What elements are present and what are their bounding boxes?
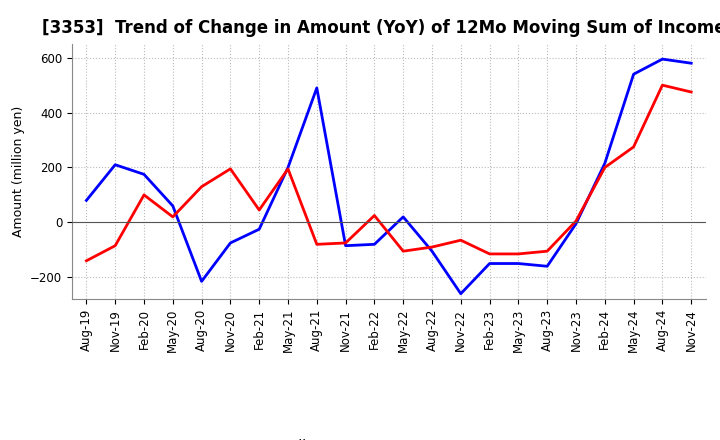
Line: Net Income: Net Income	[86, 85, 691, 261]
Ordinary Income	[140, 172, 148, 177]
Net Income	[82, 258, 91, 264]
Ordinary Income	[658, 56, 667, 62]
Net Income	[600, 165, 609, 170]
Ordinary Income	[572, 221, 580, 226]
Ordinary Income	[168, 203, 177, 209]
Net Income	[168, 214, 177, 220]
Ordinary Income	[312, 85, 321, 91]
Line: Ordinary Income: Ordinary Income	[86, 59, 691, 294]
Net Income	[543, 249, 552, 254]
Net Income	[428, 245, 436, 250]
Ordinary Income	[600, 161, 609, 166]
Net Income	[284, 166, 292, 172]
Ordinary Income	[687, 61, 696, 66]
Ordinary Income	[255, 227, 264, 232]
Ordinary Income	[629, 72, 638, 77]
Ordinary Income	[428, 249, 436, 254]
Net Income	[370, 213, 379, 218]
Net Income	[226, 166, 235, 172]
Net Income	[197, 184, 206, 189]
Net Income	[687, 89, 696, 95]
Ordinary Income	[197, 279, 206, 284]
Ordinary Income	[111, 162, 120, 167]
Ordinary Income	[341, 243, 350, 248]
Ordinary Income	[399, 214, 408, 220]
Net Income	[629, 144, 638, 150]
Y-axis label: Amount (million yen): Amount (million yen)	[12, 106, 24, 237]
Ordinary Income	[456, 291, 465, 297]
Net Income	[341, 240, 350, 246]
Net Income	[255, 207, 264, 213]
Ordinary Income	[370, 242, 379, 247]
Net Income	[111, 243, 120, 248]
Net Income	[312, 242, 321, 247]
Net Income	[456, 238, 465, 243]
Net Income	[399, 249, 408, 254]
Ordinary Income	[485, 261, 494, 266]
Ordinary Income	[514, 261, 523, 266]
Ordinary Income	[82, 198, 91, 203]
Net Income	[140, 192, 148, 198]
Net Income	[572, 218, 580, 224]
Ordinary Income	[543, 264, 552, 269]
Legend: Ordinary Income, Net Income: Ordinary Income, Net Income	[231, 439, 546, 440]
Title: [3353]  Trend of Change in Amount (YoY) of 12Mo Moving Sum of Incomes: [3353] Trend of Change in Amount (YoY) o…	[42, 19, 720, 37]
Ordinary Income	[226, 240, 235, 246]
Net Income	[514, 251, 523, 257]
Ordinary Income	[284, 165, 292, 170]
Net Income	[485, 251, 494, 257]
Net Income	[658, 83, 667, 88]
